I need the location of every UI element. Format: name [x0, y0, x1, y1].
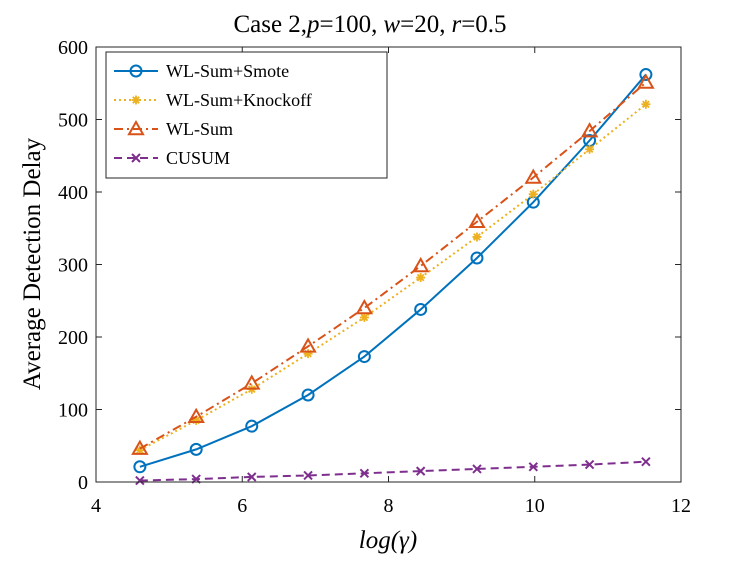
- title-p-value: =100,: [320, 11, 378, 38]
- data-point: [247, 472, 257, 482]
- y-tick-label: 200: [58, 327, 88, 349]
- x-tick-label: 4: [91, 495, 101, 517]
- legend-label: WL-Sum: [166, 119, 233, 139]
- data-point: [584, 459, 595, 470]
- data-point: [416, 273, 426, 283]
- legend-marker: [127, 119, 145, 136]
- data-point: [472, 232, 482, 242]
- legend-box: [105, 51, 388, 179]
- chart-title: Case 2,p=100, w=20, r=0.5: [233, 11, 506, 38]
- data-point: [468, 212, 486, 228]
- x-axis-ticks: 4 6 8 10 12: [91, 47, 691, 517]
- title-p-symbol: p: [305, 11, 320, 38]
- y-tick-label: 300: [58, 255, 88, 277]
- data-point: [641, 99, 651, 109]
- x-tick-label: 8: [384, 495, 394, 517]
- series-layer: [131, 68, 655, 486]
- legend-marker: [131, 153, 141, 163]
- data-point: [637, 73, 655, 89]
- data-point: [470, 251, 484, 265]
- series-line: [139, 460, 646, 482]
- x-tick-label: 12: [671, 495, 691, 517]
- data-point: [528, 462, 538, 472]
- legend-entry: WL-Sum+Knockoff: [114, 90, 312, 110]
- x-axis-label-text: log(γ): [359, 527, 417, 554]
- x-axis-label: log(γ): [359, 527, 417, 554]
- series-wl-sum: [131, 73, 655, 455]
- data-point: [580, 122, 599, 138]
- title-w-symbol: w: [383, 11, 400, 38]
- data-point: [641, 456, 651, 467]
- y-tick-label: 100: [58, 400, 88, 422]
- y-tick-label: 600: [58, 37, 88, 59]
- x-tick-label: 10: [525, 495, 545, 517]
- legend-entry: CUSUM: [114, 148, 230, 168]
- y-tick-label: 500: [58, 110, 88, 132]
- data-point: [357, 350, 371, 364]
- legend-marker: [129, 64, 143, 78]
- data-point: [415, 466, 426, 476]
- data-point: [524, 168, 543, 184]
- legend-label: WL-Sum+Knockoff: [166, 90, 312, 110]
- data-point: [411, 256, 430, 273]
- data-point: [191, 415, 201, 425]
- data-point: [135, 475, 145, 486]
- legend-entry: WL-Sum+Smote: [114, 61, 289, 81]
- data-point: [472, 464, 482, 474]
- data-point: [131, 439, 149, 455]
- data-point: [414, 302, 428, 316]
- data-point: [303, 470, 313, 481]
- x-tick-label: 6: [237, 495, 247, 517]
- title-w-value: =20,: [400, 11, 445, 38]
- data-point: [301, 388, 315, 402]
- y-tick-label: 400: [58, 182, 88, 204]
- data-point: [303, 349, 313, 359]
- data-point: [187, 407, 205, 423]
- data-point: [359, 468, 370, 479]
- data-point: [528, 189, 538, 199]
- legend-marker: [131, 95, 141, 105]
- data-point: [245, 419, 259, 433]
- y-tick-label: 0: [78, 472, 88, 494]
- data-point: [135, 445, 145, 455]
- data-point: [585, 144, 595, 154]
- y-axis-label: Average Detection Delay: [19, 137, 46, 390]
- series-cusum: [135, 456, 651, 486]
- legend-label: WL-Sum+Smote: [166, 61, 289, 81]
- data-point: [639, 68, 653, 82]
- data-point: [355, 298, 374, 315]
- legend: WL-Sum+Smote WL-Sum+Knockoff WL-Sum CUSUM: [105, 51, 388, 179]
- y-axis-ticks: 0 100 200 300 400 500 600: [58, 37, 681, 494]
- legend-label: CUSUM: [166, 148, 230, 168]
- data-point: [189, 442, 203, 456]
- data-point: [359, 312, 369, 322]
- title-r-symbol: r: [451, 11, 461, 38]
- series-line: [139, 81, 647, 450]
- legend-entry: WL-Sum: [114, 119, 233, 139]
- legend-entries: WL-Sum+Smote WL-Sum+Knockoff WL-Sum CUSUM: [114, 61, 312, 168]
- data-point: [243, 374, 261, 390]
- title-prefix: Case 2,: [233, 11, 307, 38]
- data-point: [133, 460, 147, 474]
- data-point: [299, 337, 317, 353]
- series-line: [139, 103, 647, 451]
- title-r-value: =0.5: [461, 11, 506, 38]
